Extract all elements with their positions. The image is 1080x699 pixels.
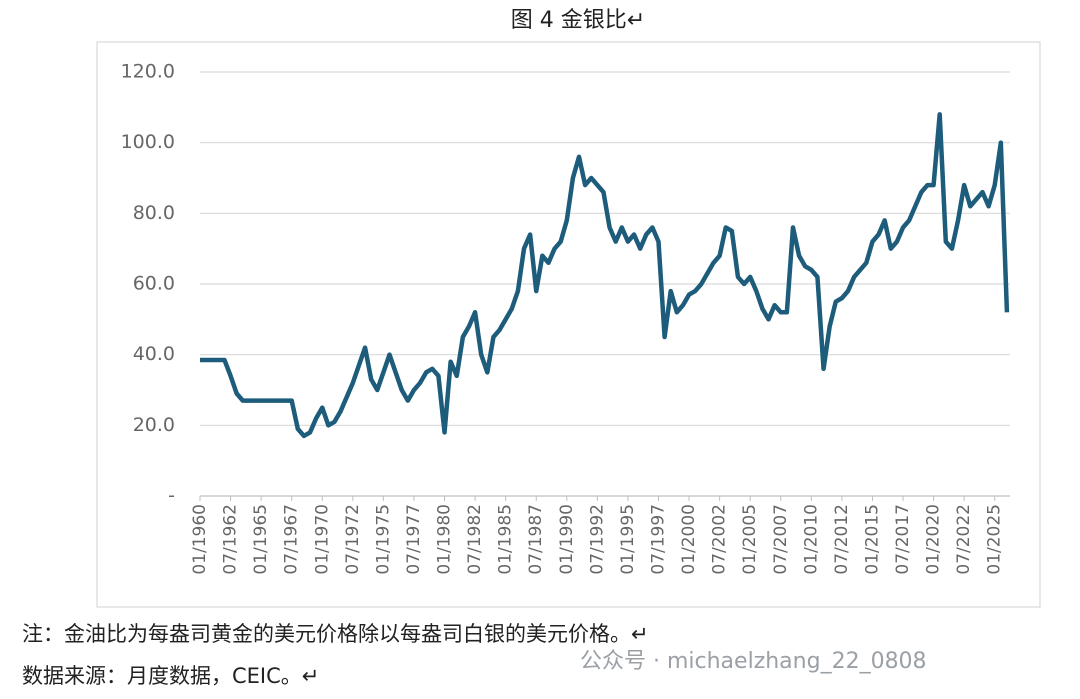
y-tick-label: 60.0 xyxy=(133,273,175,295)
x-tick-label: 01/2010 xyxy=(801,504,821,575)
x-tick-label: 01/2020 xyxy=(924,504,944,575)
x-tick-label: 01/1980 xyxy=(435,504,455,575)
chart-frame xyxy=(96,41,1041,608)
x-tick-label: 07/2002 xyxy=(710,504,730,575)
y-tick-label: 80.0 xyxy=(133,202,175,224)
x-tick-label: 07/1992 xyxy=(587,504,607,575)
source: 数据来源：月度数据，CEIC。↵ xyxy=(22,664,320,688)
x-tick-label: 01/1995 xyxy=(618,504,638,575)
x-tick-label: 01/2025 xyxy=(985,504,1005,575)
y-tick-label: 20.0 xyxy=(133,414,175,436)
watermark: 公众号 · michaelzhang_22_0808 xyxy=(580,649,927,674)
x-tick-label: 07/2007 xyxy=(771,504,791,575)
x-tick-label: 01/2005 xyxy=(740,504,760,575)
x-tick-label: 07/2017 xyxy=(893,504,913,575)
x-tick-label: 07/2022 xyxy=(954,504,974,575)
data-line xyxy=(200,112,1010,439)
x-tick-label: 07/1967 xyxy=(282,504,302,575)
x-tick-label: 07/1987 xyxy=(526,504,546,575)
x-tick-label: 01/2000 xyxy=(679,504,699,575)
x-tick-label: 07/1977 xyxy=(404,504,424,575)
x-tick-label: 01/1960 xyxy=(190,504,210,575)
x-tick-label: 01/1990 xyxy=(557,504,577,575)
x-tick-label: 01/1970 xyxy=(312,504,332,575)
x-tick-label: 01/1965 xyxy=(251,504,271,575)
x-tick-label: 01/1985 xyxy=(496,504,516,575)
x-tick-label: 07/1997 xyxy=(648,504,668,575)
x-tick-label: 01/2015 xyxy=(862,504,882,575)
x-tick-label: 01/1975 xyxy=(373,504,393,575)
x-tick-label: 07/2012 xyxy=(832,504,852,575)
y-tick-label: - xyxy=(168,485,175,507)
note: 注：金油比为每盎司黄金的美元价格除以每盎司白银的美元价格。↵ xyxy=(22,622,649,646)
y-tick-label: 100.0 xyxy=(121,131,175,153)
x-tick-label: 07/1972 xyxy=(343,504,363,575)
x-tick-label: 07/1982 xyxy=(465,504,485,575)
y-tick-label: 120.0 xyxy=(121,61,175,83)
chart-title: 图 4 金银比↵ xyxy=(511,8,645,33)
y-tick-label: 40.0 xyxy=(133,343,175,365)
x-tick-label: 07/1962 xyxy=(221,504,241,575)
